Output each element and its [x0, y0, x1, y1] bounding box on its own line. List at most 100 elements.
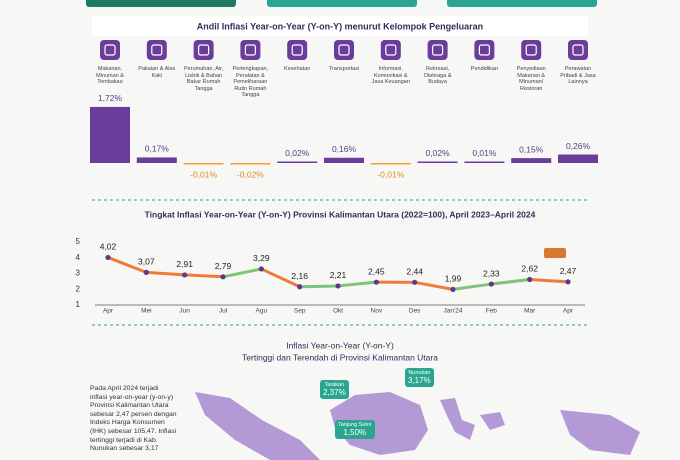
icon [427, 40, 448, 60]
truck-icon [544, 248, 566, 258]
bar [464, 161, 505, 163]
category-label: Perawatan Pribadi & Jasa Lainnya [560, 66, 596, 85]
line-title: Tingkat Inflasi Year-on-Year (Y-on-Y) Pr… [145, 209, 536, 219]
icon-glyph [338, 44, 350, 56]
category-label: Makanan, Minuman & Tembakau [96, 66, 124, 85]
line-segment [259, 267, 302, 289]
map-island [440, 398, 475, 440]
x-tick-label: Nov [371, 308, 383, 315]
point [105, 254, 111, 261]
value-label: 2,45 [368, 266, 385, 276]
value-label: 2,21 [330, 270, 347, 280]
y-tick-label: 2 [76, 284, 81, 293]
paragraph-line: Pada April 2024 terjadi [90, 385, 159, 392]
y-tick-label: 1 [76, 300, 81, 309]
bar [370, 163, 411, 165]
icon [193, 40, 214, 60]
icon [380, 40, 401, 60]
bar-title: Andil Inflasi Year-on-Year (Y-on-Y) menu… [197, 21, 483, 31]
icon [334, 40, 354, 60]
category-label: Penyediaan Makanan & Minuman/ Restoran [516, 66, 546, 92]
callout-name: Nunukan [408, 370, 431, 376]
value-label: 0,17% [145, 144, 170, 154]
x-tick-label: Jun [179, 308, 190, 315]
value-label: 0,02% [285, 148, 310, 158]
point [335, 283, 341, 289]
callout-value: 1,50% [343, 428, 367, 437]
callout-name: Tanjung Selor [338, 422, 372, 428]
line-segment [528, 277, 570, 284]
line-segment [183, 273, 225, 279]
value-label: 3,29 [253, 253, 270, 263]
line-segment [106, 255, 148, 274]
header-box [447, 0, 597, 7]
value-label: 2,33 [483, 268, 500, 278]
line-segment [489, 277, 532, 286]
bar [90, 106, 130, 163]
icon-glyph [432, 44, 444, 56]
bar [511, 158, 552, 163]
category-label: Kesehatan [284, 66, 311, 72]
category-label: Transportasi [328, 66, 360, 72]
point [488, 281, 494, 287]
value-label: 3,07 [138, 257, 155, 267]
value-label: -0,01% [377, 169, 404, 179]
callout-value: 2,37% [323, 388, 346, 397]
x-tick-label: Jan'24 [444, 308, 463, 315]
icon-glyph [198, 44, 210, 56]
value-label: 2,91 [176, 259, 193, 269]
point [182, 272, 188, 278]
point [565, 279, 571, 285]
point [450, 286, 456, 293]
value-label: 2,47 [560, 266, 577, 276]
category-label: Informasi, Komunikasi & Jasa Keuangan [371, 66, 410, 85]
header-box [86, 0, 236, 7]
paragraph-line: inflasi year-on-year (y-on-y) [90, 393, 174, 401]
point [258, 266, 264, 272]
x-tick-label: Agu [256, 308, 268, 315]
bar [230, 163, 271, 165]
value-label: 2,16 [291, 271, 308, 281]
callout: Nunukan 3,17% [405, 368, 434, 387]
paragraph-line: Indeks Harga Konsumen [90, 419, 165, 427]
map-title: Inflasi Year-on-Year (Y-on-Y) [286, 340, 394, 350]
value-label: 0,02% [426, 148, 451, 158]
icon-glyph [525, 44, 537, 56]
section-bg [92, 16, 588, 36]
bar [136, 157, 177, 163]
icon [146, 40, 167, 60]
line-segment [336, 280, 378, 288]
value-label: 4,02 [100, 242, 117, 252]
point [412, 279, 418, 285]
value-label: 2,79 [215, 261, 232, 271]
point [220, 274, 226, 280]
line-segment [413, 280, 455, 291]
map-island [480, 412, 505, 430]
x-tick-label: Apr [563, 308, 574, 315]
icon [568, 40, 588, 60]
point [143, 269, 149, 275]
line-segment [144, 270, 187, 277]
line-segment [298, 284, 340, 289]
callout: Tanjung Selor 1,50% [335, 420, 375, 439]
icon-glyph [291, 44, 303, 56]
point [527, 276, 533, 283]
icon-glyph [385, 44, 397, 56]
category-label: Pendidikan [470, 66, 498, 72]
paragraph-line: Provinsi Kalimantan Utara [90, 402, 169, 410]
map [195, 392, 640, 460]
point [297, 284, 303, 290]
bar [277, 161, 318, 163]
icon-glyph [572, 44, 584, 56]
y-tick-label: 4 [76, 253, 81, 262]
value-label: 0,16% [332, 144, 357, 154]
paragraph-line: sebesar 2,47 persen dengan [90, 410, 177, 418]
category-label: Pakaian & Alas Kaki [138, 66, 176, 79]
x-tick-label: Des [409, 308, 421, 315]
x-tick-label: Jul [219, 308, 228, 315]
bar [183, 163, 224, 165]
icon [521, 40, 542, 60]
point [373, 279, 379, 285]
x-tick-label: Mar [524, 308, 536, 315]
